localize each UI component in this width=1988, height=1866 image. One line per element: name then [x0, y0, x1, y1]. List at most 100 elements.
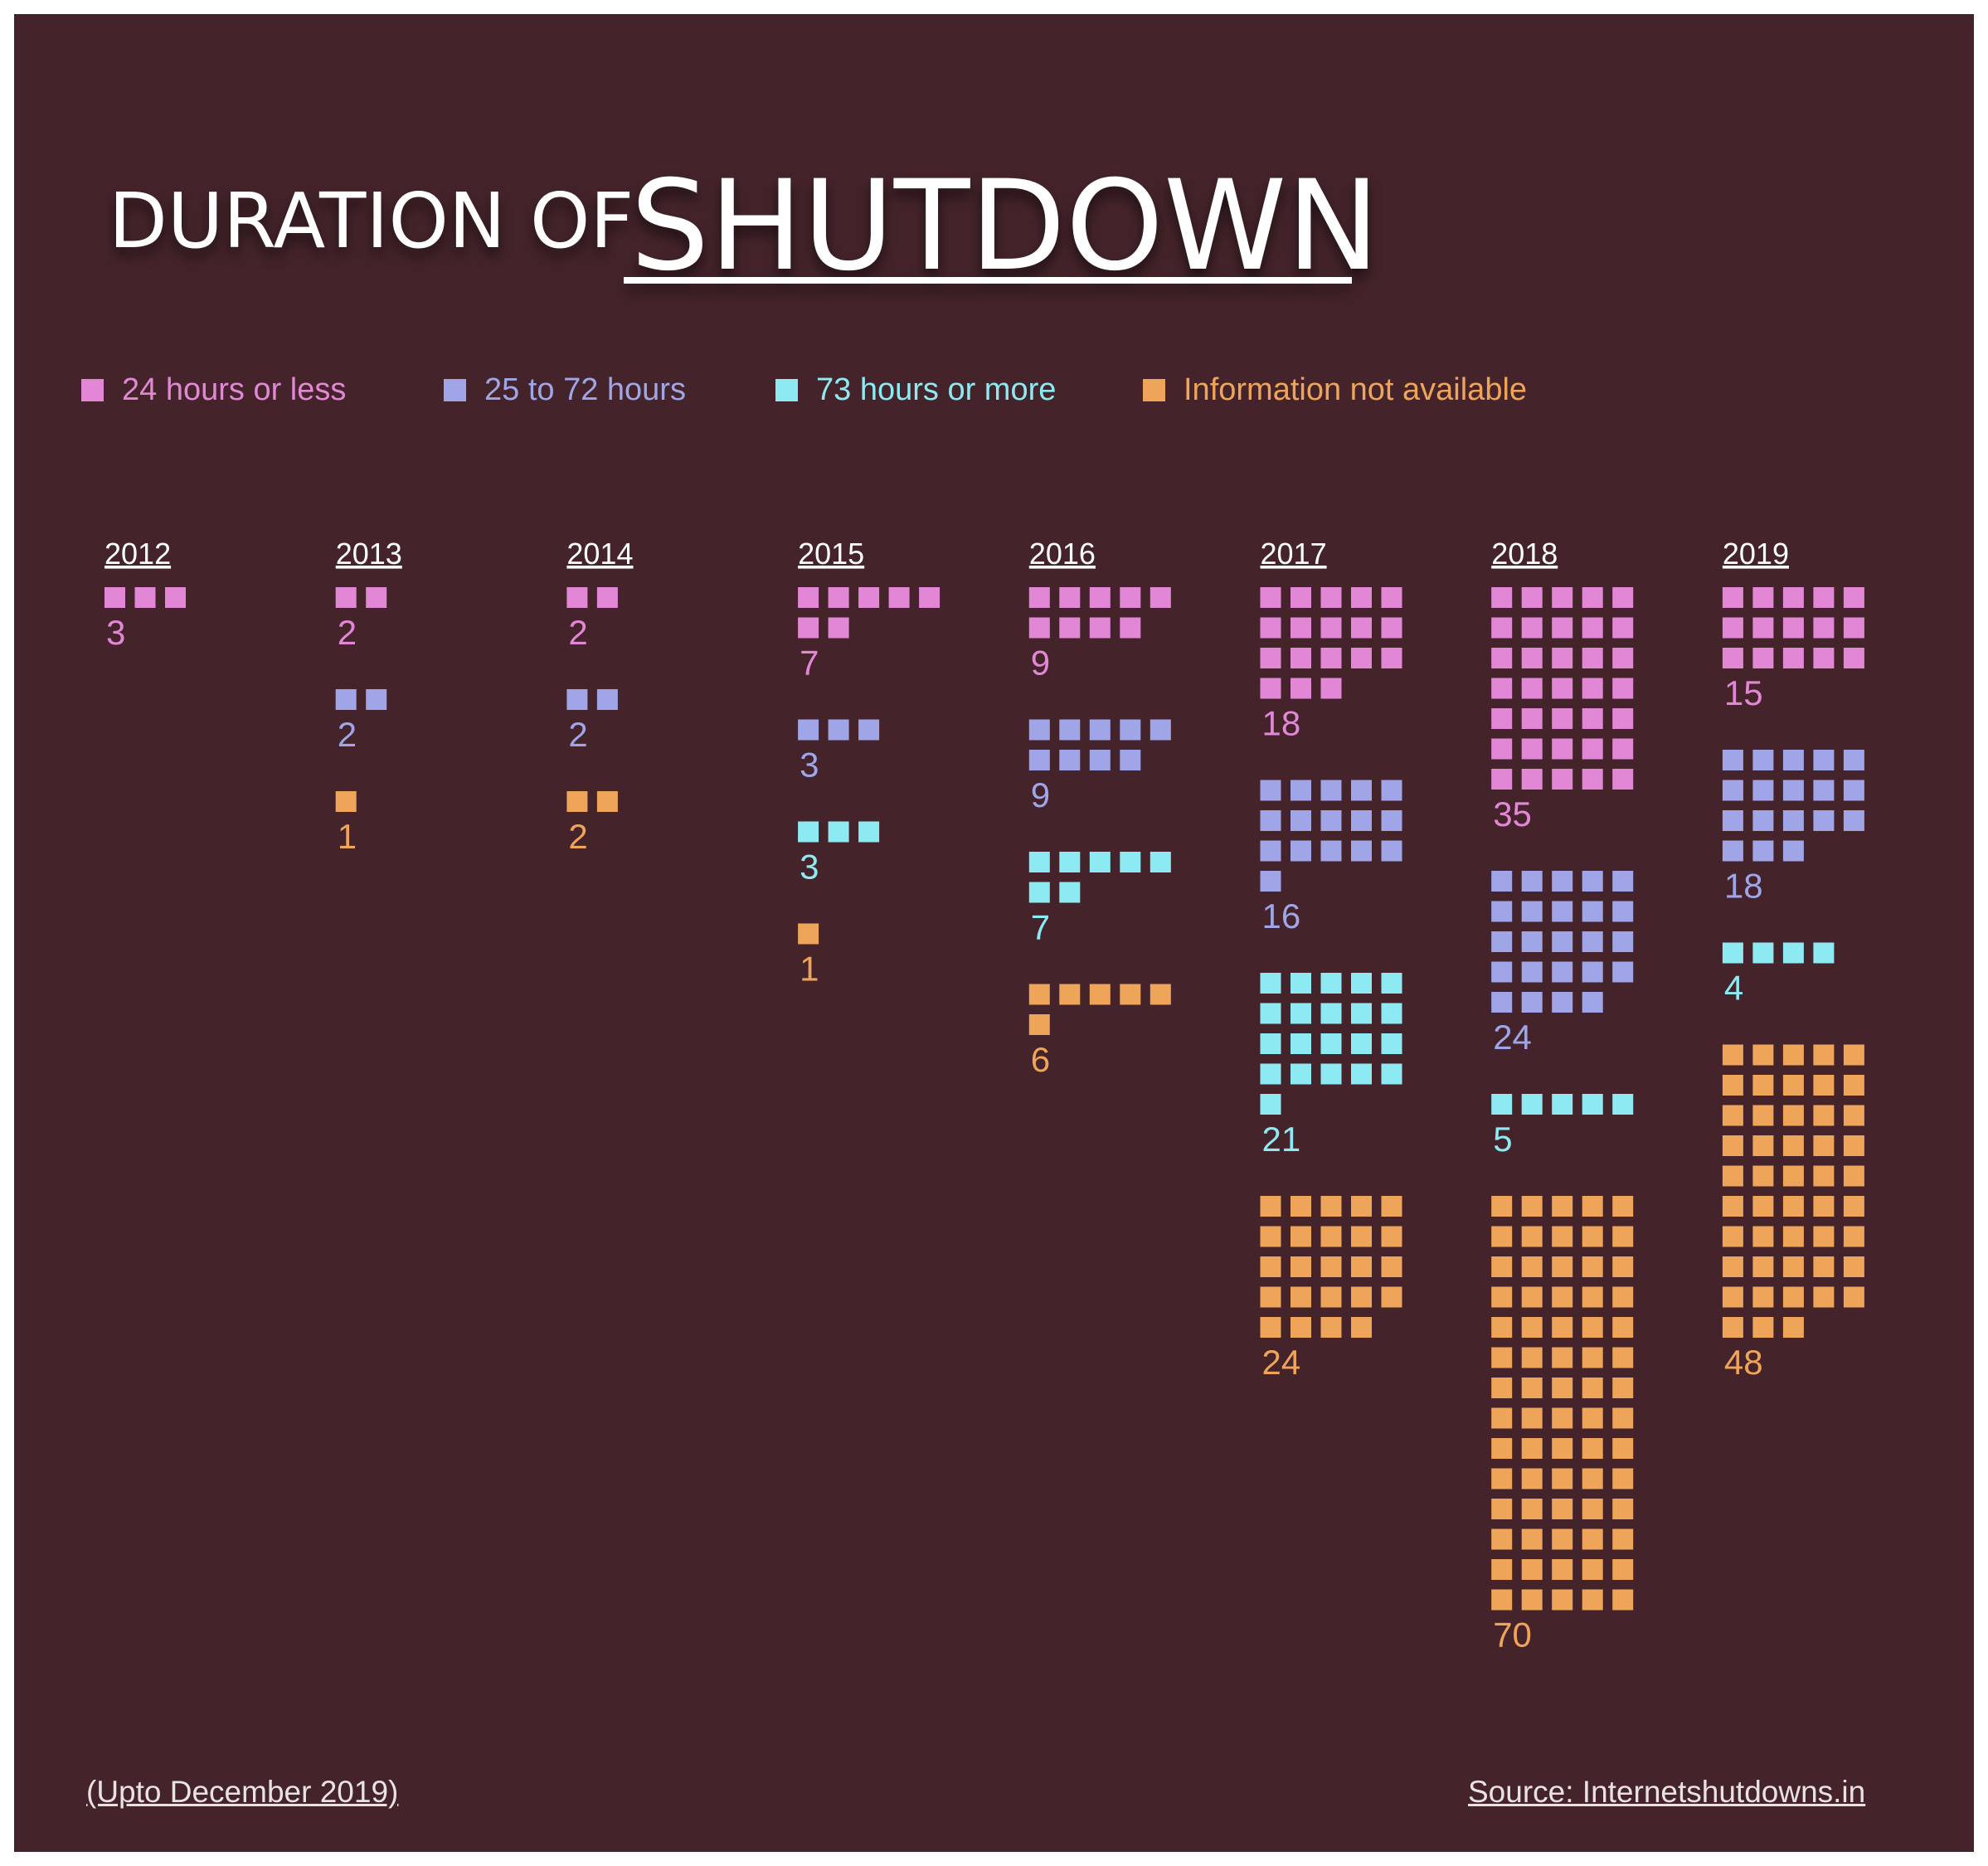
unit-square: [1582, 1196, 1603, 1217]
unit-square: [1582, 1438, 1603, 1459]
unit-square: [1521, 1589, 1543, 1611]
source-link[interactable]: Source: Internetshutdowns.in: [1468, 1775, 1866, 1809]
column-2019: 2019 15 18 4 48: [1722, 537, 1864, 1382]
unit-square: [1552, 1378, 1573, 1398]
unit-square: [566, 689, 588, 710]
unit-square: [1612, 1378, 1634, 1398]
unit-square: [1752, 810, 1774, 831]
unit-square: [1782, 810, 1804, 831]
unit-square: [1491, 617, 1513, 639]
group-25-to-72-hours: 3: [798, 719, 880, 785]
unit-square: [1612, 617, 1634, 639]
unit-square: [1381, 1286, 1402, 1308]
unit-square: [858, 719, 880, 741]
group-24-hours-or-less: 2: [566, 587, 618, 652]
unit-square: [1612, 1528, 1634, 1550]
unit-square: [1752, 1075, 1774, 1096]
unit-square: [1612, 931, 1634, 952]
group-24-hours-or-less: 15: [1722, 587, 1864, 712]
unit-square: [1582, 1226, 1603, 1247]
unit-square: [1782, 942, 1804, 964]
unit-square: [1059, 750, 1081, 770]
unit-square: [1782, 1196, 1804, 1217]
unit-square: [1491, 1559, 1513, 1580]
unit-square: [1582, 769, 1603, 790]
unit-square: [1491, 1226, 1513, 1247]
count-label: 16: [1262, 897, 1301, 935]
count-label: 70: [1493, 1616, 1532, 1655]
column-2017: 2017 18 16 21 24: [1260, 537, 1402, 1382]
unit-square: [1290, 587, 1311, 608]
unit-square: [1260, 1226, 1281, 1247]
unit-square: [1491, 1499, 1513, 1519]
unit-square: [1722, 942, 1743, 964]
unit-square: [596, 587, 618, 608]
unit-square: [1491, 1438, 1513, 1459]
unit-square: [1521, 1256, 1543, 1277]
unit-square: [1150, 587, 1171, 608]
year-label: 2015: [798, 537, 864, 571]
unit-square: [1521, 1559, 1543, 1580]
chart-panel: [14, 14, 1974, 1852]
unit-square: [1028, 719, 1050, 741]
unit-square: [1381, 1003, 1402, 1024]
unit-square: [1351, 810, 1372, 831]
unit-square: [1028, 882, 1050, 903]
column-2015: 2015 7 3 3 1: [798, 537, 941, 989]
unit-square: [1813, 1196, 1835, 1217]
unit-square: [1491, 1196, 1513, 1217]
unit-square: [1521, 1226, 1543, 1247]
unit-square: [1582, 871, 1603, 892]
unit-square: [1320, 973, 1342, 994]
unit-square: [1150, 719, 1171, 741]
count-label: 2: [338, 715, 357, 754]
unit-square: [1089, 719, 1111, 741]
unit-square: [828, 617, 849, 639]
unit-square: [1521, 1407, 1543, 1429]
unit-square: [1381, 810, 1402, 831]
unit-square: [1381, 1033, 1402, 1054]
unit-square: [1320, 1196, 1342, 1217]
unit-square: [1290, 973, 1311, 994]
unit-square: [1752, 840, 1774, 862]
unit-square: [1843, 1226, 1864, 1247]
unit-square: [1752, 942, 1774, 964]
legend-square-icon: [1143, 378, 1165, 401]
count-label: 5: [1493, 1120, 1512, 1159]
unit-square: [1752, 1165, 1774, 1187]
unit-square: [1612, 901, 1634, 922]
count-label: 2: [338, 613, 357, 652]
group-25-to-72-hours: 24: [1491, 871, 1634, 1057]
unit-square: [1491, 1256, 1513, 1277]
unit-square: [1612, 1468, 1634, 1489]
unit-square: [1521, 901, 1543, 922]
unit-square: [1089, 852, 1111, 872]
unit-square: [1320, 587, 1342, 608]
count-label: 1: [800, 950, 819, 989]
unit-square: [1722, 1286, 1743, 1308]
count-label: 48: [1724, 1343, 1763, 1382]
unit-square: [1120, 852, 1141, 872]
unit-square: [1552, 992, 1573, 1013]
count-label: 24: [1262, 1343, 1301, 1382]
year-label: 2016: [1029, 537, 1096, 571]
unit-square: [1782, 1256, 1804, 1277]
unit-square: [1782, 1226, 1804, 1247]
unit-square: [1552, 1256, 1573, 1277]
unit-square: [1521, 587, 1543, 608]
unit-square: [1782, 1317, 1804, 1338]
unit-square: [1843, 1286, 1864, 1308]
count-label: 2: [568, 613, 587, 652]
unit-square: [1491, 1286, 1513, 1308]
count-label: 3: [106, 613, 125, 652]
unit-square: [1320, 780, 1342, 801]
unit-square: [1612, 1559, 1634, 1580]
unit-square: [798, 587, 819, 608]
unit-square: [1260, 1094, 1281, 1115]
unit-square: [335, 791, 357, 812]
unit-square: [1612, 1347, 1634, 1368]
unit-square: [1521, 708, 1543, 729]
unit-square: [1260, 678, 1281, 699]
unit-square: [1813, 1105, 1835, 1126]
